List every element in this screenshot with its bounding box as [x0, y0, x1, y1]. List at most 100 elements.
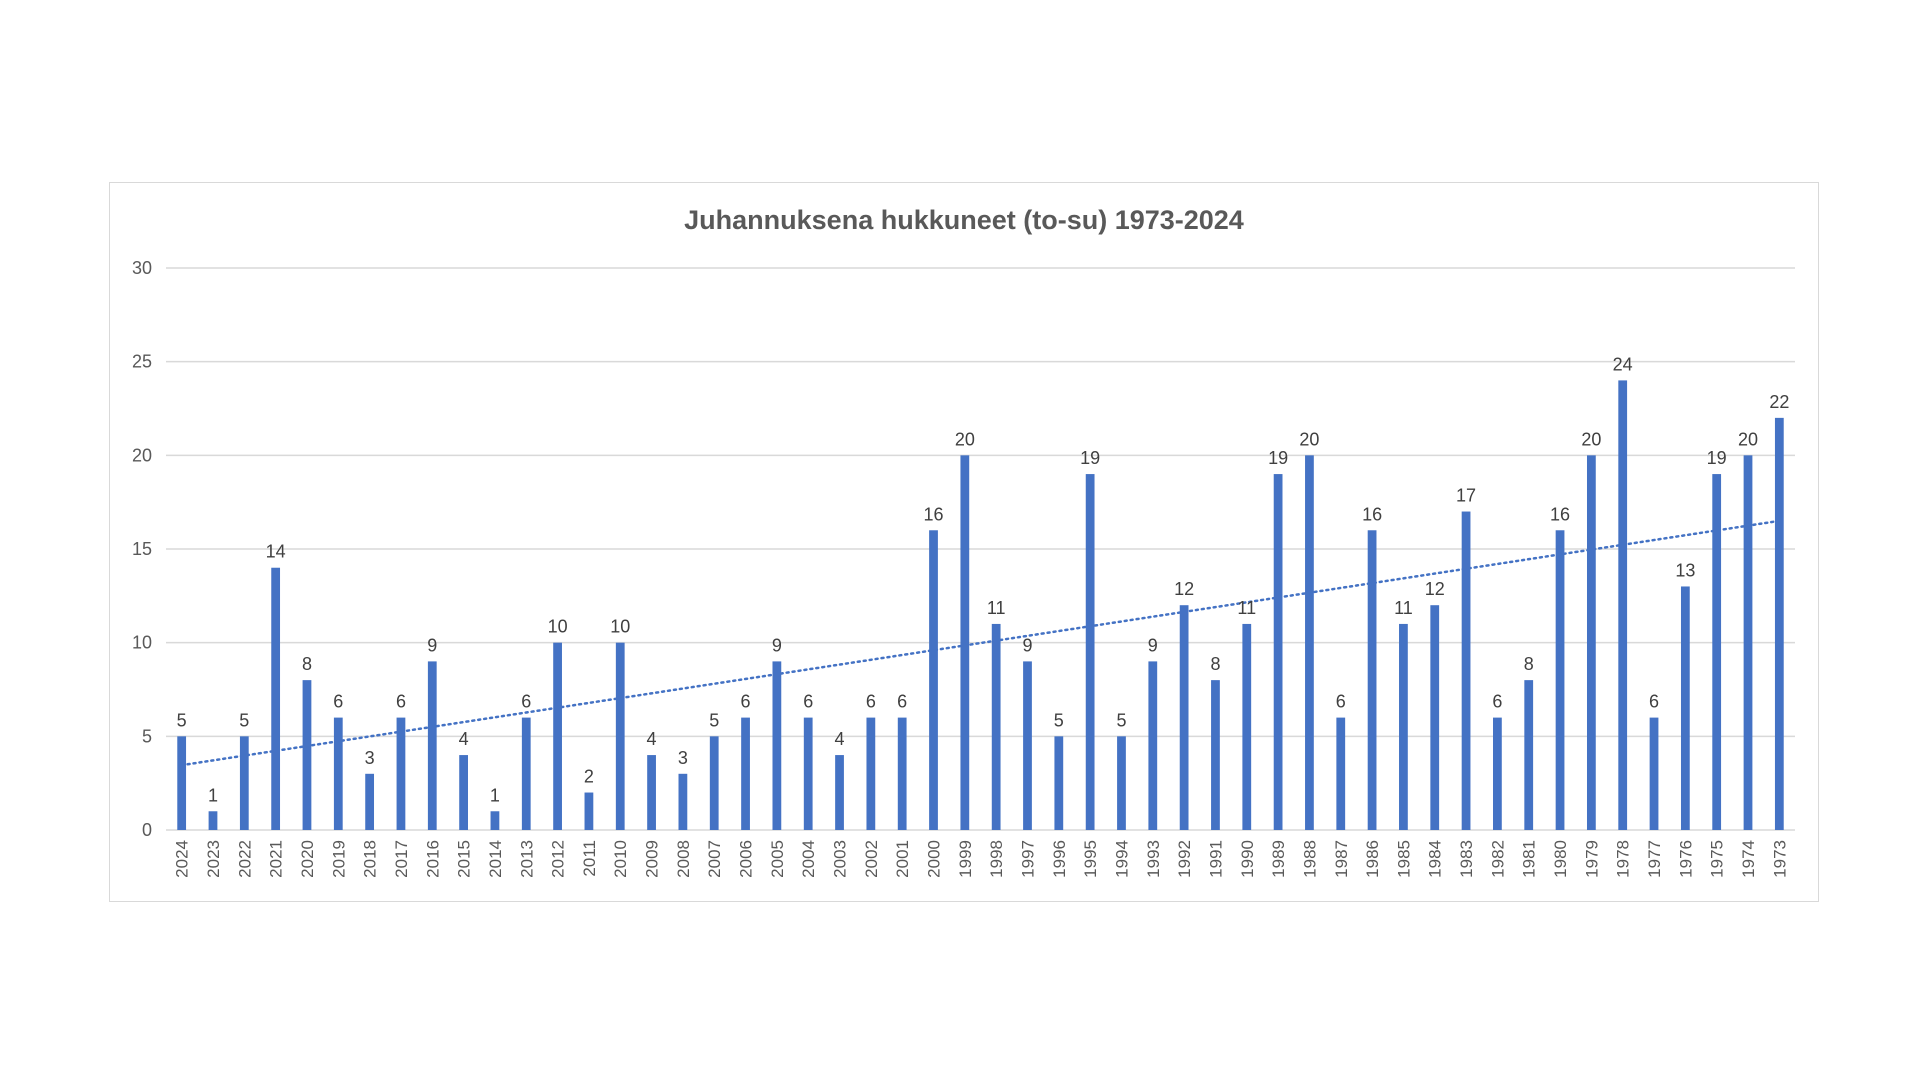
chart-title: Juhannuksena hukkuneet (to-su) 1973-2024 — [684, 205, 1244, 235]
x-tick-label: 1973 — [1770, 840, 1789, 878]
x-tick-label: 1984 — [1426, 840, 1445, 878]
data-label: 12 — [1425, 579, 1445, 599]
bar — [1148, 661, 1158, 830]
bar — [584, 792, 594, 830]
data-label: 17 — [1456, 486, 1476, 506]
bar — [1649, 717, 1659, 830]
bar — [333, 717, 343, 830]
x-tick-label: 1974 — [1739, 840, 1758, 878]
bar — [835, 755, 844, 830]
bar — [553, 642, 562, 830]
data-label: 19 — [1707, 448, 1727, 468]
x-tick-label: 2003 — [831, 840, 850, 878]
x-tick-label: 1981 — [1520, 840, 1539, 878]
x-tick-label: 1982 — [1488, 840, 1507, 878]
bar — [396, 717, 406, 830]
data-label: 19 — [1268, 448, 1288, 468]
x-tick-label: 1985 — [1394, 840, 1413, 878]
x-tick-label: 1976 — [1676, 840, 1695, 878]
data-label: 5 — [709, 710, 719, 730]
bar — [208, 811, 218, 830]
data-label: 5 — [239, 710, 249, 730]
bar — [1774, 417, 1784, 830]
x-axis-categories: 2024 2023 2022 2021 2020 2019 2018 2017 2016 2015… — [173, 840, 1790, 878]
data-label: 4 — [835, 729, 845, 749]
bar — [459, 755, 468, 830]
bar — [1085, 474, 1095, 830]
data-label: 6 — [396, 692, 406, 712]
x-tick-label: 1987 — [1332, 840, 1351, 878]
bar — [1399, 623, 1408, 830]
bar — [1211, 680, 1220, 830]
bar — [1023, 661, 1032, 830]
data-label: 10 — [548, 617, 568, 637]
data-label: 3 — [365, 748, 375, 768]
bar — [1305, 455, 1314, 830]
bar — [1680, 586, 1690, 830]
x-tick-label: 1994 — [1112, 840, 1131, 878]
x-tick-label: 2006 — [737, 840, 756, 878]
bar — [960, 455, 970, 830]
x-tick-label: 1989 — [1269, 840, 1288, 878]
x-tick-label: 1999 — [956, 840, 975, 878]
x-tick-label: 2020 — [298, 840, 317, 878]
gridlines — [166, 267, 1795, 831]
y-tick-label: 5 — [142, 726, 152, 746]
x-tick-label: 2005 — [768, 840, 787, 878]
bar — [897, 717, 907, 830]
data-label: 1 — [490, 785, 500, 805]
x-tick-label: 1990 — [1238, 840, 1257, 878]
x-tick-label: 2002 — [862, 840, 881, 878]
x-tick-label: 2019 — [329, 840, 348, 878]
data-label: 24 — [1613, 354, 1633, 374]
bar — [427, 661, 437, 830]
bar — [772, 661, 782, 830]
bar — [490, 811, 500, 830]
bar — [1555, 530, 1565, 830]
data-label: 19 — [1080, 448, 1100, 468]
data-label: 16 — [1550, 504, 1570, 524]
chart-frame: Juhannuksena hukkuneet (to-su) 1973-2024… — [109, 182, 1819, 902]
x-tick-label: 1991 — [1206, 840, 1225, 878]
data-label: 3 — [678, 748, 688, 768]
x-tick-label: 2017 — [392, 840, 411, 878]
bar — [803, 717, 813, 830]
data-label: 8 — [1524, 654, 1534, 674]
data-label: 6 — [741, 692, 751, 712]
data-label: 8 — [1210, 654, 1220, 674]
data-label: 6 — [1649, 692, 1659, 712]
data-label: 22 — [1769, 392, 1789, 412]
bar — [1743, 455, 1753, 830]
x-tick-label: 1996 — [1050, 840, 1069, 878]
data-label: 6 — [897, 692, 907, 712]
bar — [615, 642, 625, 830]
x-tick-label: 1993 — [1144, 840, 1163, 878]
bar — [239, 736, 249, 830]
bar — [1618, 380, 1628, 830]
bar — [866, 717, 876, 830]
bar — [1054, 736, 1064, 830]
data-label: 8 — [302, 654, 312, 674]
data-label: 6 — [1492, 692, 1502, 712]
x-tick-label: 1979 — [1582, 840, 1601, 878]
data-label: 6 — [803, 692, 813, 712]
x-tick-label: 2016 — [423, 840, 442, 878]
bar — [1117, 736, 1126, 830]
data-label: 11 — [1237, 598, 1256, 618]
data-label: 16 — [1362, 504, 1382, 524]
y-tick-label: 20 — [132, 445, 152, 465]
bar — [929, 530, 938, 830]
x-tick-label: 2023 — [204, 840, 223, 878]
data-label: 10 — [610, 617, 630, 637]
y-tick-label: 15 — [132, 539, 152, 559]
x-tick-label: 2015 — [455, 840, 474, 878]
x-tick-label: 1992 — [1175, 840, 1194, 878]
x-tick-label: 1998 — [987, 840, 1006, 878]
bar — [1461, 511, 1471, 830]
bar — [991, 623, 1001, 830]
x-tick-label: 2010 — [611, 840, 630, 878]
data-label: 2 — [584, 767, 594, 787]
bar — [365, 773, 375, 830]
